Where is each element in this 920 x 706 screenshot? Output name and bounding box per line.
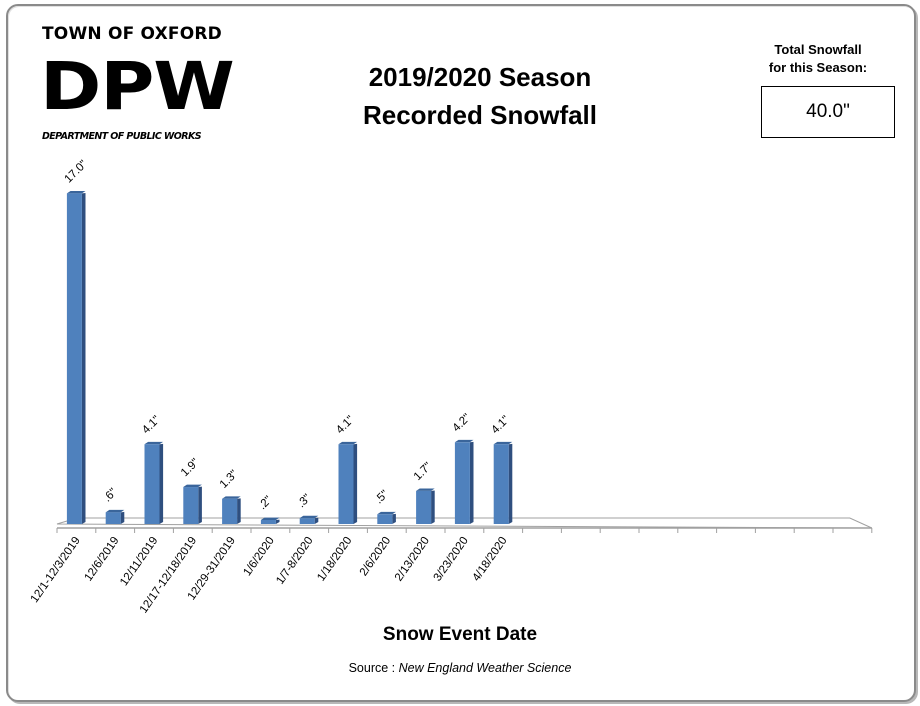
source-note: Source : New England Weather Science — [300, 661, 620, 675]
bar-top — [377, 511, 396, 515]
data-label: 4.1" — [140, 414, 163, 437]
bar-side — [353, 443, 358, 524]
total-label-line1: Total Snowfall — [774, 42, 862, 57]
bar-12/11/2019 — [144, 444, 160, 524]
category-label: 1/18/2020 — [315, 535, 354, 584]
bar-3/23/2020 — [454, 442, 470, 524]
category-label: 1/7-8/2020 — [274, 535, 315, 587]
total-label-line2: for this Season: — [768, 60, 868, 75]
bar-top — [416, 488, 435, 491]
data-label: 1.3" — [218, 468, 241, 491]
department-name: DEPARTMENT OF PUBLIC WORKS — [42, 131, 202, 142]
bar-side — [120, 511, 125, 524]
bar-top — [66, 190, 86, 194]
bar-side — [275, 519, 280, 524]
data-label: .3" — [295, 492, 313, 510]
bar-top — [144, 441, 164, 445]
data-label: .5" — [373, 488, 391, 506]
category-label: 4/18/2020 — [470, 535, 509, 584]
bar-top — [299, 515, 319, 519]
bar-2/6/2020 — [377, 514, 393, 524]
bar-side — [198, 486, 202, 524]
data-label: 17.0" — [63, 158, 90, 185]
bar-2/13/2020 — [416, 490, 432, 524]
bar-side — [314, 517, 319, 524]
category-label: 2/6/2020 — [358, 535, 394, 579]
bar-top — [493, 441, 513, 445]
bar-top — [454, 439, 474, 443]
bar-side — [81, 192, 86, 524]
bar-1/6/2020 — [260, 520, 276, 524]
category-label: 2/13/2020 — [393, 535, 432, 584]
category-label: 3/23/2020 — [432, 535, 471, 584]
bar-top — [183, 484, 202, 488]
source-prefix: Source : — [348, 661, 399, 675]
data-label: 4.1" — [489, 414, 512, 437]
bar-top — [105, 509, 125, 513]
bar-top — [338, 441, 358, 445]
bar-top — [260, 517, 280, 520]
category-label: 1/6/2020 — [241, 535, 277, 579]
chart-title-line1: 2019/2020 Season — [368, 62, 592, 92]
bar-side — [159, 443, 164, 524]
bar-side — [392, 513, 396, 524]
bar-side — [431, 490, 435, 524]
bar-12/17-12/18/2019 — [183, 487, 199, 524]
data-label: 1.7" — [412, 460, 435, 483]
town-name: TOWN OF OXFORD — [42, 24, 222, 44]
x-axis-title: Snow Event Date — [382, 624, 538, 645]
data-label: 4.2" — [451, 412, 474, 435]
bar-side — [508, 443, 513, 524]
chart-frame — [6, 4, 916, 702]
bar-top — [222, 496, 241, 499]
chart-title-line2: Recorded Snowfall — [362, 100, 598, 130]
bar-12/6/2019 — [105, 512, 121, 524]
bar-side — [237, 498, 241, 524]
bar-1/18/2020 — [338, 444, 354, 524]
data-label: .6" — [101, 486, 119, 504]
bar-12/29-31/2019 — [222, 498, 238, 524]
total-snowfall-value: 40.0" — [761, 86, 895, 138]
data-label: .2" — [257, 494, 275, 512]
category-label: 12/1-12/3/2019 — [29, 535, 83, 605]
bar-12/1-12/3/2019 — [66, 193, 82, 524]
total-snowfall-label: Total Snowfall for this Season: — [752, 41, 884, 77]
bar-4/18/2020 — [493, 444, 509, 524]
data-label: 4.1" — [334, 414, 357, 437]
data-label: 1.9" — [179, 456, 202, 479]
category-label: 12/11/2019 — [118, 535, 160, 588]
bar-1/7-8/2020 — [299, 518, 315, 524]
category-label: 12/6/2019 — [82, 535, 121, 584]
dpw-logo: DPW — [40, 48, 235, 125]
source-name: New England Weather Science — [398, 661, 572, 675]
chart-title: 2019/2020 Season Recorded Snowfall — [320, 58, 640, 134]
bar-side — [469, 441, 474, 524]
